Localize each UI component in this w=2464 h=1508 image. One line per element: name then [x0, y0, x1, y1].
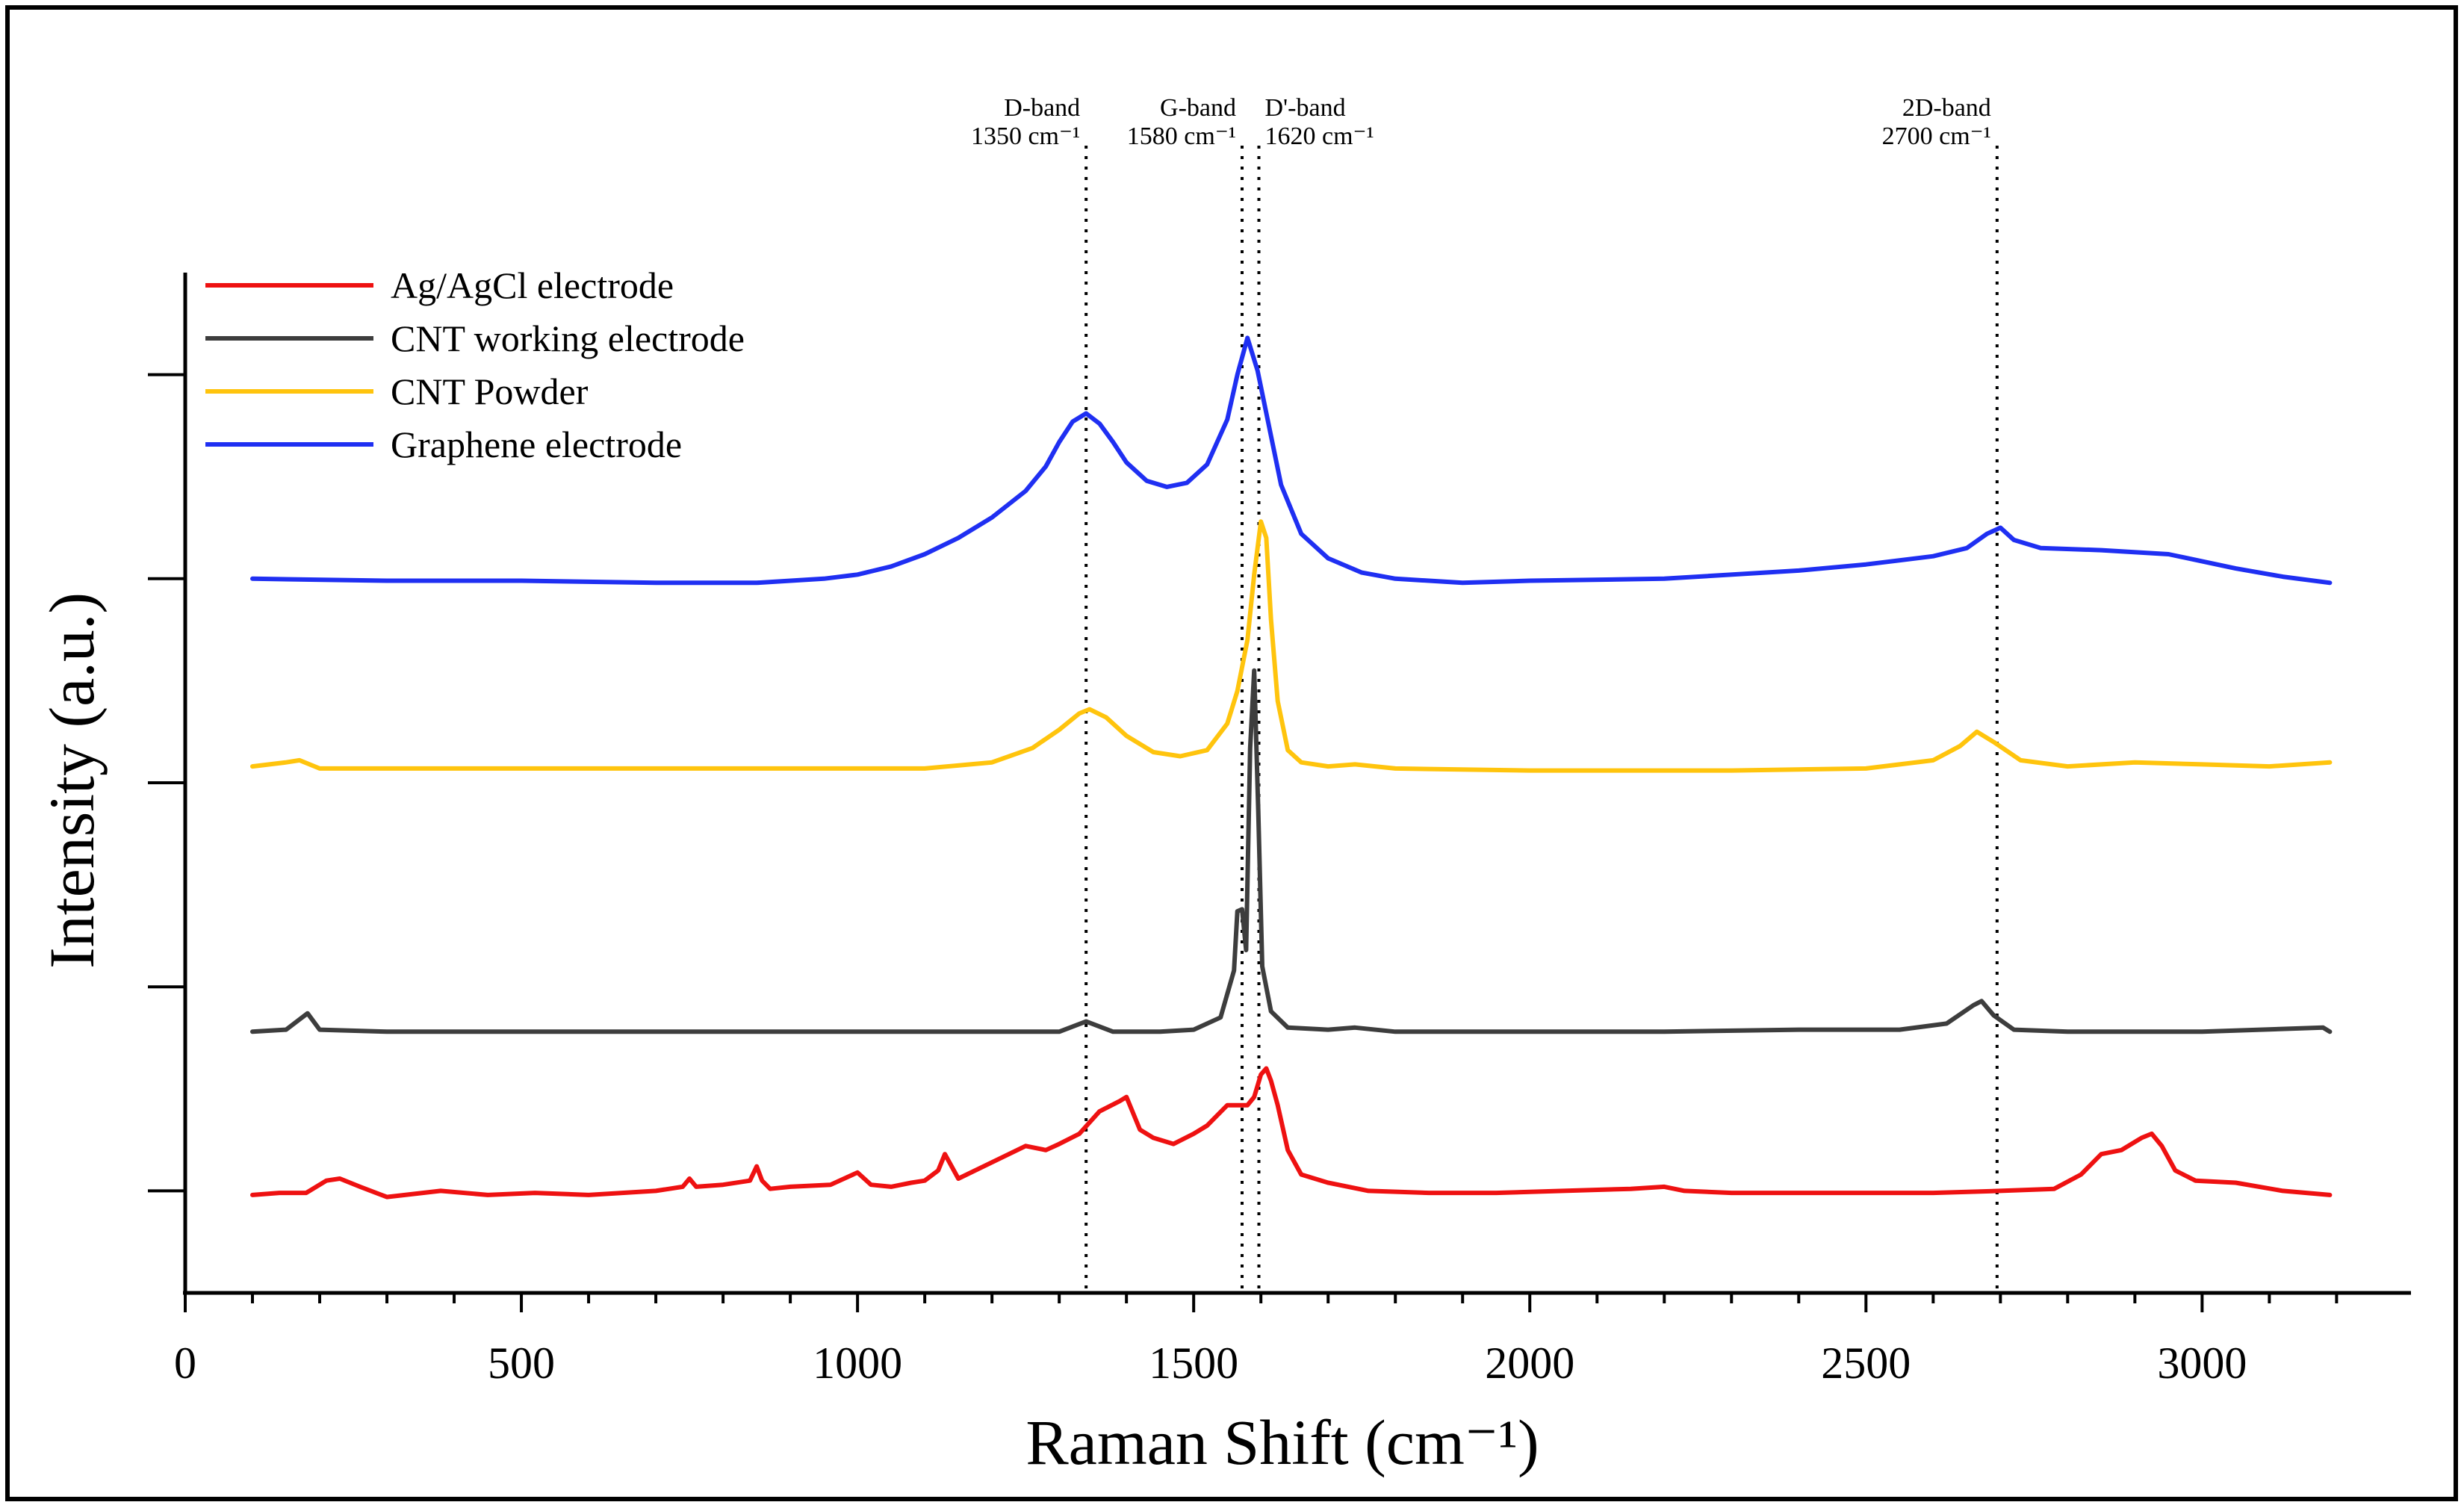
y-ticks: [148, 373, 185, 1193]
x-ticks: 0 500 1000 1500 2000 2500 3000: [174, 1293, 2339, 1388]
legend: Ag/AgCl electrode CNT working electrode CN…: [205, 264, 745, 465]
x-tick-label: 3000: [2157, 1338, 2247, 1388]
reference-label-position-3: 1620 cm⁻¹: [1264, 122, 1374, 150]
series-lines: [250, 335, 2333, 1200]
series-line-1: [250, 1066, 2333, 1200]
legend-label-1: Ag/AgCl electrode: [391, 264, 674, 306]
y-axis-label: Intensity (a.u.): [36, 592, 108, 969]
series-line-3: [250, 519, 2333, 773]
reference-label-name-3: D'-band: [1264, 94, 1345, 122]
x-tick-label: 2500: [1821, 1338, 1911, 1388]
reference-label-position-1: 1350 cm⁻¹: [971, 122, 1080, 150]
legend-label-2: CNT working electrode: [391, 317, 745, 359]
legend-label-4: Graphene electrode: [391, 423, 682, 465]
x-tick-label: 0: [174, 1338, 196, 1388]
x-tick-label: 1500: [1149, 1338, 1238, 1388]
x-axis-label: Raman Shift (cm⁻¹): [1025, 1406, 1539, 1478]
x-tick-label: 1000: [813, 1338, 902, 1388]
reference-label-position-4: 2700 cm⁻¹: [1882, 122, 1991, 150]
reference-label-name-4: 2D-band: [1902, 94, 1991, 122]
reference-label-name-1: D-band: [1004, 94, 1080, 122]
series-line-4: [250, 335, 2333, 586]
series-line-2: [250, 668, 2333, 1034]
reference-label-position-2: 1580 cm⁻¹: [1127, 122, 1236, 150]
figure-border: [5, 5, 2458, 1501]
reference-label-name-2: G-band: [1160, 94, 1236, 122]
x-tick-label: 2000: [1485, 1338, 1574, 1388]
x-tick-label: 500: [488, 1338, 555, 1388]
legend-label-3: CNT Powder: [391, 370, 589, 412]
